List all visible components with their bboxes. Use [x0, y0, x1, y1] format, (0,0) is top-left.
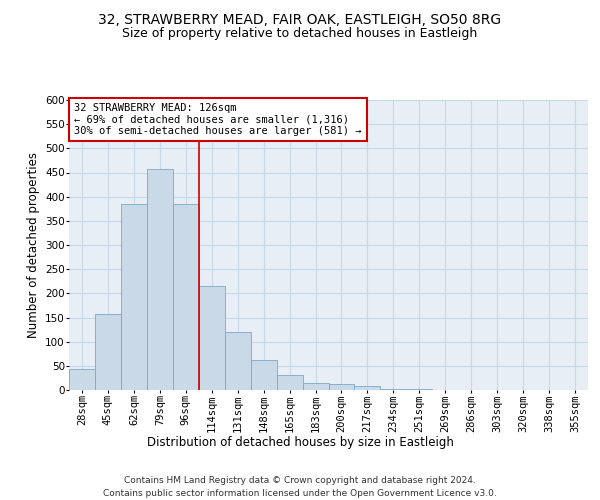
Bar: [329, 384, 355, 390]
Bar: [147, 168, 173, 390]
Bar: [225, 332, 251, 390]
Bar: [173, 204, 199, 390]
Text: 32, STRAWBERRY MEAD, FAIR OAK, EASTLEIGH, SO50 8RG: 32, STRAWBERRY MEAD, FAIR OAK, EASTLEIGH…: [98, 12, 502, 26]
Bar: [251, 360, 277, 390]
Text: Contains HM Land Registry data © Crown copyright and database right 2024.: Contains HM Land Registry data © Crown c…: [124, 476, 476, 485]
Text: Contains public sector information licensed under the Open Government Licence v3: Contains public sector information licen…: [103, 489, 497, 498]
Bar: [355, 386, 380, 390]
Bar: [121, 204, 147, 390]
Y-axis label: Number of detached properties: Number of detached properties: [26, 152, 40, 338]
Bar: [302, 383, 329, 390]
Text: 32 STRAWBERRY MEAD: 126sqm
← 69% of detached houses are smaller (1,316)
30% of s: 32 STRAWBERRY MEAD: 126sqm ← 69% of deta…: [74, 103, 362, 136]
Bar: [406, 389, 432, 390]
Bar: [380, 388, 406, 390]
Text: Size of property relative to detached houses in Eastleigh: Size of property relative to detached ho…: [122, 28, 478, 40]
Bar: [69, 368, 95, 390]
Text: Distribution of detached houses by size in Eastleigh: Distribution of detached houses by size …: [146, 436, 454, 449]
Bar: [277, 374, 302, 390]
Bar: [95, 314, 121, 390]
Bar: [199, 286, 224, 390]
